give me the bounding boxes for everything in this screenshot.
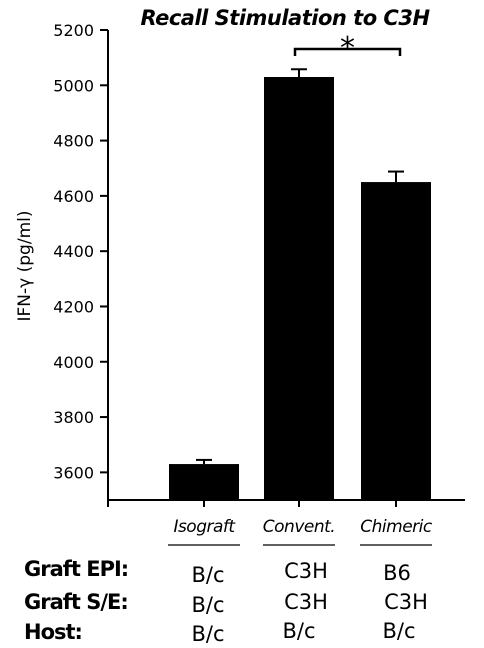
cell-isograft-host: B/c — [191, 622, 225, 646]
x-tick-label-isograft: Isograft — [173, 517, 236, 537]
significance-star: * — [340, 31, 355, 66]
row-label-host: Host: — [24, 620, 83, 644]
x-tick-label-convent: Convent. — [263, 517, 335, 537]
y-tick-label-4600: 4600 — [53, 187, 94, 206]
row-label-graft-epi: Graft EPI: — [24, 557, 129, 581]
chart-title: Recall Stimulation to C3H — [140, 6, 430, 30]
y-tick-label-5200: 5200 — [53, 21, 94, 40]
cell-convent-se: C3H — [284, 590, 328, 614]
cell-isograft-se: B/c — [191, 593, 225, 617]
plot-area: 3600 3800 4000 4200 4400 4600 4800 5000 5200 Isog… — [53, 21, 465, 546]
bar-isograft — [169, 464, 239, 500]
cell-convent-host: B/c — [282, 619, 316, 643]
y-tick-label-3800: 3800 — [53, 408, 94, 427]
cell-isograft-epi: B/c — [191, 563, 225, 587]
y-tick-label-4400: 4400 — [53, 242, 94, 261]
cell-chimeric-epi: B6 — [383, 561, 411, 585]
x-tick-label-chimeric: Chimeric — [360, 517, 433, 537]
y-tick-label-4000: 4000 — [53, 353, 94, 372]
y-axis-label: IFN-γ (pg/ml) — [15, 211, 35, 322]
y-tick-label-4800: 4800 — [53, 132, 94, 151]
row-label-graft-se: Graft S/E: — [24, 590, 129, 614]
y-tick-label-4200: 4200 — [53, 297, 94, 316]
bar-chimeric — [361, 182, 431, 500]
y-tick-label-5000: 5000 — [53, 76, 94, 95]
bar-convent — [264, 77, 334, 500]
cell-chimeric-se: C3H — [384, 590, 428, 614]
cell-chimeric-host: B/c — [382, 619, 416, 643]
y-tick-label-3600: 3600 — [53, 463, 94, 482]
significance-bracket — [293, 47, 402, 56]
cell-convent-epi: C3H — [284, 559, 328, 583]
